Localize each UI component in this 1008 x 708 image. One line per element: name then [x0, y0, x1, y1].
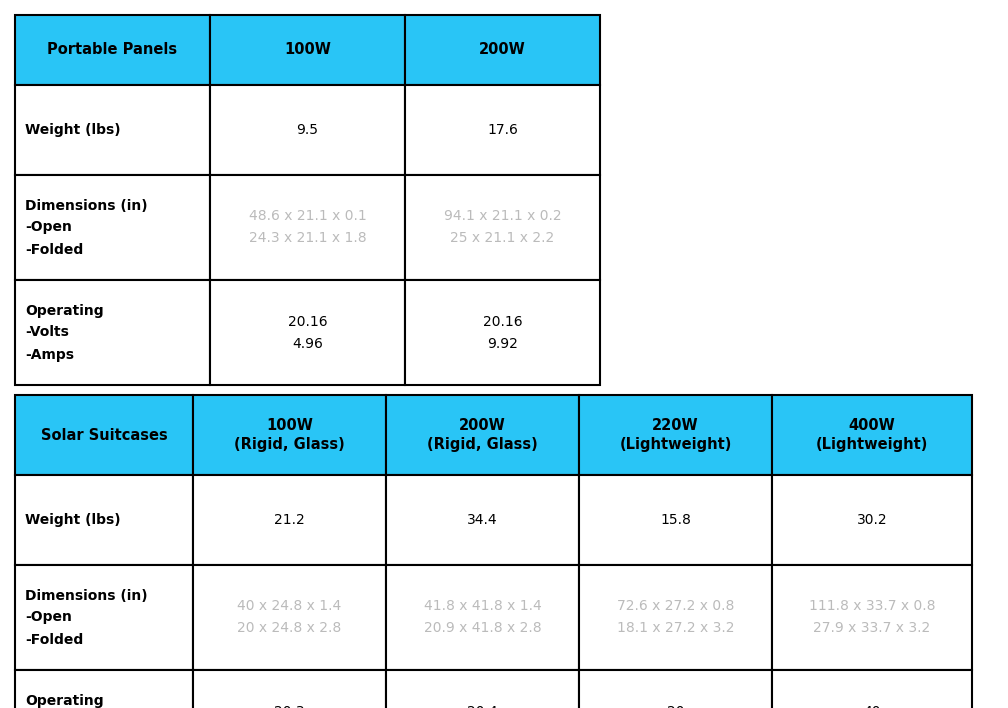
Text: 94.1 x 21.1 x 0.2: 94.1 x 21.1 x 0.2	[444, 210, 561, 224]
Bar	[15, 280, 210, 385]
Bar	[15, 15, 210, 85]
Bar	[193, 395, 386, 475]
Text: 40: 40	[863, 704, 881, 708]
Text: 100W
(Rigid, Glass): 100W (Rigid, Glass)	[234, 418, 345, 452]
Text: 20.16: 20.16	[483, 314, 522, 329]
Bar	[210, 15, 405, 85]
Bar	[579, 395, 772, 475]
Text: -Open: -Open	[25, 610, 72, 624]
Bar	[772, 670, 972, 708]
Text: 20.16: 20.16	[287, 314, 328, 329]
Bar	[210, 280, 405, 385]
Text: -Volts: -Volts	[25, 326, 69, 340]
Bar	[15, 670, 193, 708]
Bar	[772, 565, 972, 670]
Bar	[405, 280, 600, 385]
Text: 30.2: 30.2	[857, 513, 887, 527]
Text: 17.6: 17.6	[487, 123, 518, 137]
Text: Weight (lbs): Weight (lbs)	[25, 123, 121, 137]
Text: 20.4: 20.4	[467, 704, 498, 708]
Text: Solar Suitcases: Solar Suitcases	[40, 428, 167, 442]
Text: 72.6 x 27.2 x 0.8: 72.6 x 27.2 x 0.8	[617, 600, 734, 614]
Bar	[15, 85, 210, 175]
Bar	[579, 670, 772, 708]
Text: Dimensions (in): Dimensions (in)	[25, 198, 147, 212]
Text: Weight (lbs): Weight (lbs)	[25, 513, 121, 527]
Text: 20 x 24.8 x 2.8: 20 x 24.8 x 2.8	[237, 622, 342, 636]
Bar	[193, 475, 386, 565]
Text: 200W: 200W	[479, 42, 526, 57]
Bar	[579, 565, 772, 670]
Bar	[210, 175, 405, 280]
Text: 9.92: 9.92	[487, 336, 518, 350]
Text: -Amps: -Amps	[25, 348, 74, 362]
Bar	[386, 670, 579, 708]
Bar	[772, 395, 972, 475]
Text: 40 x 24.8 x 1.4: 40 x 24.8 x 1.4	[237, 600, 342, 614]
Text: 48.6 x 21.1 x 0.1: 48.6 x 21.1 x 0.1	[249, 210, 366, 224]
Bar	[405, 85, 600, 175]
Bar	[386, 475, 579, 565]
Bar	[772, 475, 972, 565]
Text: 111.8 x 33.7 x 0.8: 111.8 x 33.7 x 0.8	[808, 600, 935, 614]
Text: 24.3 x 21.1 x 1.8: 24.3 x 21.1 x 1.8	[249, 232, 366, 246]
Text: 15.8: 15.8	[660, 513, 690, 527]
Bar	[405, 175, 600, 280]
Bar	[193, 565, 386, 670]
Text: -Open: -Open	[25, 220, 72, 234]
Text: -Folded: -Folded	[25, 632, 84, 646]
Text: 21.2: 21.2	[274, 513, 304, 527]
Bar	[15, 175, 210, 280]
Text: Dimensions (in): Dimensions (in)	[25, 588, 147, 603]
Bar	[15, 475, 193, 565]
Text: 18.1 x 27.2 x 3.2: 18.1 x 27.2 x 3.2	[617, 622, 734, 636]
Bar	[579, 475, 772, 565]
Bar	[193, 670, 386, 708]
Text: 4.96: 4.96	[292, 336, 323, 350]
Text: 25 x 21.1 x 2.2: 25 x 21.1 x 2.2	[451, 232, 554, 246]
Text: 27.9 x 33.7 x 3.2: 27.9 x 33.7 x 3.2	[813, 622, 930, 636]
Bar	[15, 395, 193, 475]
Text: Operating: Operating	[25, 304, 104, 317]
Text: -Folded: -Folded	[25, 243, 84, 256]
Bar	[15, 565, 193, 670]
Text: 41.8 x 41.8 x 1.4: 41.8 x 41.8 x 1.4	[423, 600, 541, 614]
Text: 20.9 x 41.8 x 2.8: 20.9 x 41.8 x 2.8	[423, 622, 541, 636]
Bar	[405, 15, 600, 85]
Text: 100W: 100W	[284, 42, 331, 57]
Bar	[386, 565, 579, 670]
Text: 200W
(Rigid, Glass): 200W (Rigid, Glass)	[427, 418, 538, 452]
Text: 9.5: 9.5	[296, 123, 319, 137]
Text: 220W
(Lightweight): 220W (Lightweight)	[619, 418, 732, 452]
Bar	[210, 85, 405, 175]
Text: 34.4: 34.4	[467, 513, 498, 527]
Text: 20.3: 20.3	[274, 704, 304, 708]
Text: Portable Panels: Portable Panels	[47, 42, 177, 57]
Text: 20: 20	[666, 704, 684, 708]
Text: Operating: Operating	[25, 694, 104, 707]
Bar	[386, 395, 579, 475]
Text: 400W
(Lightweight): 400W (Lightweight)	[815, 418, 928, 452]
